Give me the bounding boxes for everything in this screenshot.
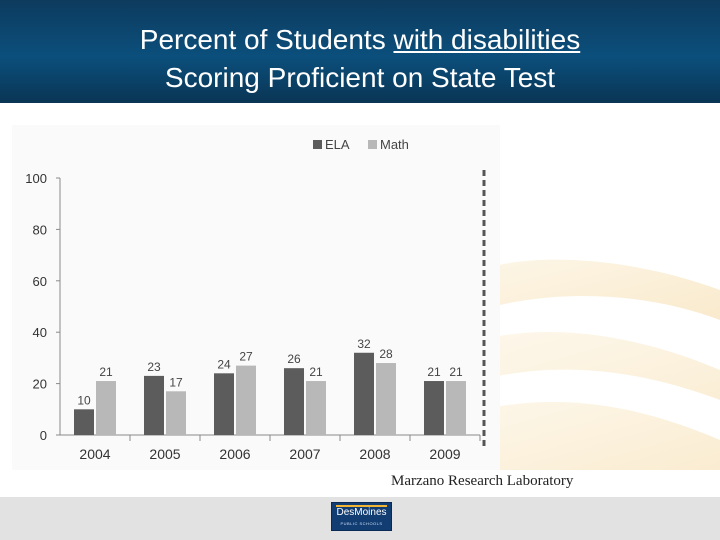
slide-title-line-1: Percent of Students with disabilities xyxy=(0,22,720,58)
data-label-ela: 10 xyxy=(77,393,91,407)
bar-math xyxy=(306,381,326,435)
legend-swatch-ela xyxy=(313,140,322,149)
data-label-math: 21 xyxy=(449,365,463,379)
y-tick-label: 100 xyxy=(25,171,47,186)
des-moines-logo: DesMoines PUBLIC SCHOOLS xyxy=(331,502,392,531)
data-label-ela: 21 xyxy=(427,365,441,379)
x-tick-label: 2006 xyxy=(219,446,250,462)
bar-chart: 0 20 40 60 80 100 10 21 2004 23 17 2005 24 27 2006 26 21… xyxy=(12,125,500,470)
data-label-ela: 26 xyxy=(287,352,301,366)
title-prefix: Percent of Students xyxy=(139,24,394,55)
y-tick-label: 20 xyxy=(33,377,47,392)
data-label-math: 28 xyxy=(379,347,393,361)
x-tick-label: 2004 xyxy=(79,446,110,462)
chart-container: 0 20 40 60 80 100 10 21 2004 23 17 2005 24 27 2006 26 21… xyxy=(0,125,500,470)
bar-math xyxy=(236,365,256,435)
credit-text: Marzano Research Laboratory xyxy=(391,473,574,489)
data-label-math: 21 xyxy=(99,365,113,379)
bar-math xyxy=(166,391,186,435)
data-label-math: 27 xyxy=(239,350,253,364)
bar-ela xyxy=(144,375,164,435)
y-tick-label: 40 xyxy=(33,325,47,340)
bar-ela xyxy=(74,409,94,435)
bar-ela xyxy=(214,373,234,435)
legend-swatch-math xyxy=(368,140,377,149)
x-tick-label: 2008 xyxy=(359,446,390,462)
x-tick-label: 2005 xyxy=(149,446,180,462)
data-label-ela: 23 xyxy=(147,360,161,374)
background-swoosh xyxy=(480,259,720,470)
legend-label-math: Math xyxy=(380,137,409,152)
data-label-math: 17 xyxy=(169,375,183,389)
bar-ela xyxy=(424,381,444,435)
slide-header: Percent of Students with disabilities Sc… xyxy=(0,0,720,103)
logo-text: DesMoines xyxy=(336,507,387,518)
x-tick-label: 2009 xyxy=(429,446,460,462)
data-label-ela: 32 xyxy=(357,337,371,351)
y-tick-label: 0 xyxy=(40,428,47,443)
x-tick-label: 2007 xyxy=(289,446,320,462)
data-label-ela: 24 xyxy=(217,357,231,371)
bar-math xyxy=(376,363,396,435)
logo-accent xyxy=(336,505,387,507)
legend-label-ela: ELA xyxy=(325,137,350,152)
title-underlined: with disabilities xyxy=(393,24,581,55)
bar-math xyxy=(446,381,466,435)
bar-ela xyxy=(284,368,304,435)
bar-math xyxy=(96,381,116,435)
bar-ela xyxy=(354,352,374,435)
y-tick-label: 80 xyxy=(33,222,47,237)
data-label-math: 21 xyxy=(309,365,323,379)
y-tick-label: 60 xyxy=(33,274,47,289)
logo-subtext: PUBLIC SCHOOLS xyxy=(340,521,383,526)
slide-title-line-2: Scoring Proficient on State Test xyxy=(164,62,556,93)
